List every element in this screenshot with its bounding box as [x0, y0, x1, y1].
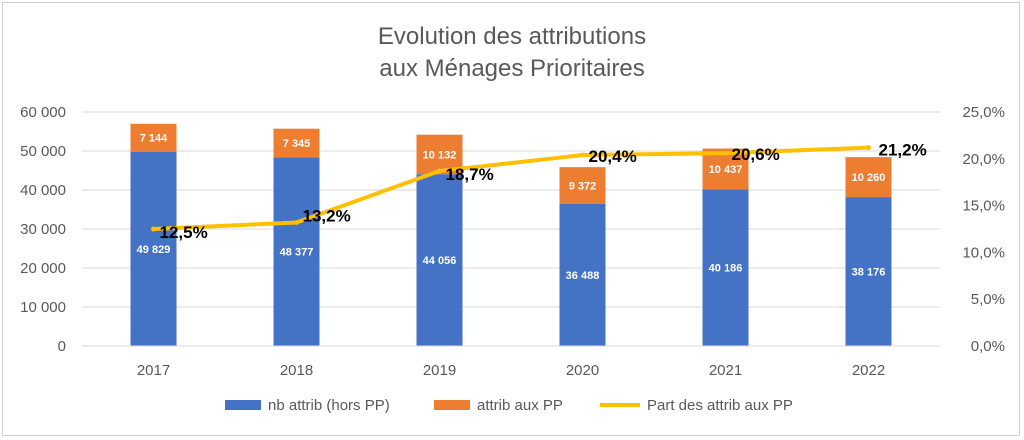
y-axis-right: 0,0% 5,0% 10,0% 15,0% 20,0% 25,0% [962, 104, 1005, 355]
x-tick-label: 2017 [137, 362, 170, 379]
y-right-tick-label: 10,0% [962, 244, 1005, 261]
y-right-tick-label: 0,0% [971, 338, 1005, 355]
y-right-tick-label: 5,0% [971, 291, 1005, 308]
y-left-tick-label: 50 000 [20, 143, 66, 160]
share-line-label: 18,7% [446, 165, 494, 184]
share-line: 12,5% 13,2% 18,7% 20,4% 20,6% 21,2% [151, 141, 927, 242]
share-line-label: 13,2% [303, 206, 351, 225]
share-line-label: 21,2% [879, 141, 927, 160]
y-left-tick-label: 20 000 [20, 260, 66, 277]
share-line-label: 20,6% [732, 145, 780, 164]
y-left-tick-label: 60 000 [20, 104, 66, 121]
share-line-point [866, 145, 871, 150]
x-tick-label: 2019 [423, 362, 456, 379]
gridlines [82, 112, 940, 346]
share-line-point [151, 227, 156, 232]
bar-attrib-pp-label: 10 437 [709, 164, 743, 176]
legend-swatch-attrib-pp [434, 400, 470, 410]
bar-hors-pp-label: 49 829 [137, 244, 171, 256]
bar-attrib-pp-label: 7 345 [283, 138, 311, 150]
legend-label-share: Part des attrib aux PP [647, 397, 793, 414]
bar-hors-pp-label: 44 056 [423, 255, 457, 267]
x-tick-label: 2021 [709, 362, 742, 379]
bar-attrib-pp-label: 7 144 [140, 133, 168, 145]
y-right-tick-label: 25,0% [962, 104, 1005, 121]
share-line-point [723, 151, 728, 156]
chart-canvas: 0 10 000 20 000 30 000 40 000 50 000 60 000 0,… [0, 0, 1024, 440]
bar-hors-pp-label: 40 186 [709, 263, 743, 275]
y-left-tick-label: 30 000 [20, 221, 66, 238]
y-axis-left: 0 10 000 20 000 30 000 40 000 50 000 60 000 [20, 104, 66, 355]
bar-hors-pp-label: 38 176 [852, 267, 886, 279]
bar-attrib-pp-label: 9 372 [569, 180, 597, 192]
legend: nb attrib (hors PP) attrib aux PP Part des… [225, 397, 793, 414]
share-line-label: 12,5% [160, 223, 208, 242]
bar-attrib-pp-label: 10 132 [423, 149, 457, 161]
share-line-point [580, 153, 585, 158]
legend-label-attrib-pp: attrib aux PP [477, 397, 563, 414]
y-right-tick-label: 20,0% [962, 151, 1005, 168]
share-line-point [294, 220, 299, 225]
x-tick-label: 2018 [280, 362, 313, 379]
legend-swatch-hors-pp [225, 400, 261, 410]
share-line-label: 20,4% [589, 147, 637, 166]
y-left-tick-label: 10 000 [20, 299, 66, 316]
x-axis: 2017 2018 2019 2020 2021 2022 [82, 346, 940, 379]
y-left-tick-label: 0 [58, 338, 66, 355]
bar-hors-pp-label: 48 377 [280, 247, 314, 259]
bar-attrib-pp-label: 10 260 [852, 172, 886, 184]
y-right-tick-label: 15,0% [962, 198, 1005, 215]
y-left-tick-label: 40 000 [20, 182, 66, 199]
x-tick-label: 2022 [852, 362, 885, 379]
bar-hors-pp-label: 36 488 [566, 270, 600, 282]
x-tick-label: 2020 [566, 362, 599, 379]
legend-label-hors-pp: nb attrib (hors PP) [268, 397, 390, 414]
share-line-point [437, 168, 442, 173]
